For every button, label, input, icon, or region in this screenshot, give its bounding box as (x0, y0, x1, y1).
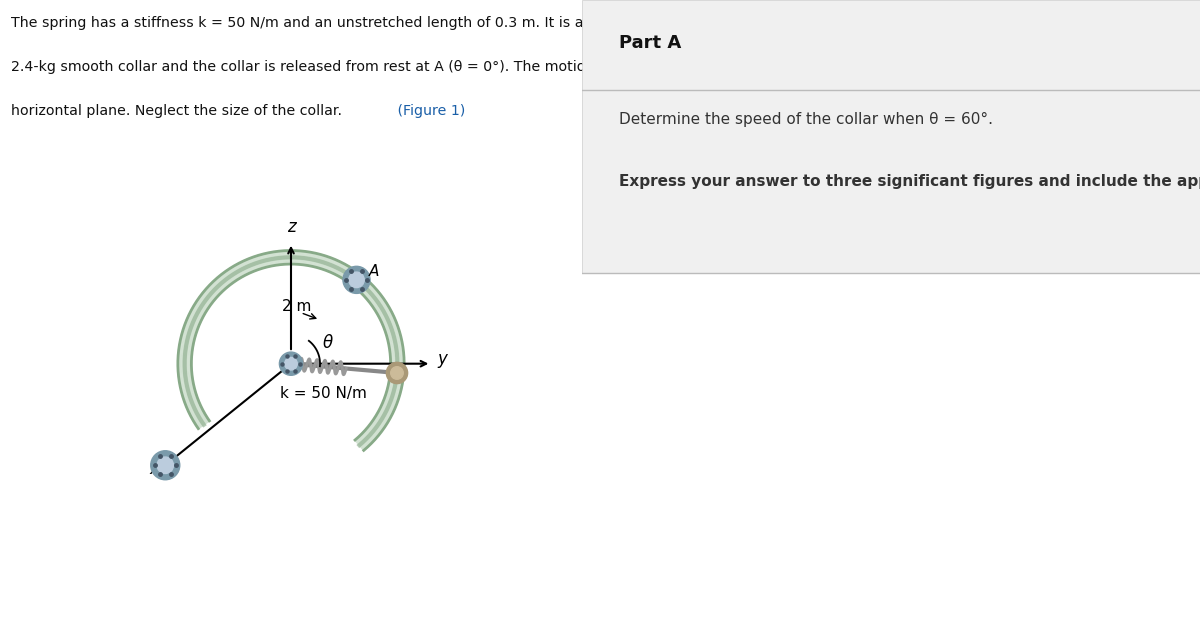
Circle shape (151, 451, 180, 480)
Circle shape (157, 457, 174, 474)
Text: Express your answer to three significant figures and include the appropriate uni: Express your answer to three significant… (619, 174, 1200, 188)
Circle shape (343, 267, 370, 293)
Text: (Figure 1): (Figure 1) (394, 104, 466, 118)
Text: Determine the speed of the collar when θ = 60°.: Determine the speed of the collar when θ… (619, 112, 994, 126)
Circle shape (284, 357, 298, 370)
Text: z: z (287, 218, 295, 236)
Text: The spring has a stiffness k = 50 N/m and an unstretched length of 0.3 m. It is : The spring has a stiffness k = 50 N/m an… (11, 16, 684, 30)
Circle shape (280, 352, 302, 375)
Text: 2 m: 2 m (282, 299, 312, 314)
FancyBboxPatch shape (582, 0, 1200, 273)
Text: x: x (150, 460, 160, 478)
Text: y: y (437, 350, 446, 368)
Circle shape (386, 362, 408, 384)
Text: k = 50 N/m: k = 50 N/m (280, 386, 366, 401)
Circle shape (349, 272, 365, 288)
Text: θ: θ (323, 334, 332, 352)
Text: 2.4-kg smooth collar and the collar is released from rest at A (θ = 0°). The mot: 2.4-kg smooth collar and the collar is r… (11, 60, 690, 74)
Text: A: A (368, 264, 379, 279)
Text: Part A: Part A (619, 34, 682, 52)
Text: horizontal plane. Neglect the size of the collar.: horizontal plane. Neglect the size of th… (11, 104, 342, 118)
Circle shape (391, 366, 403, 379)
